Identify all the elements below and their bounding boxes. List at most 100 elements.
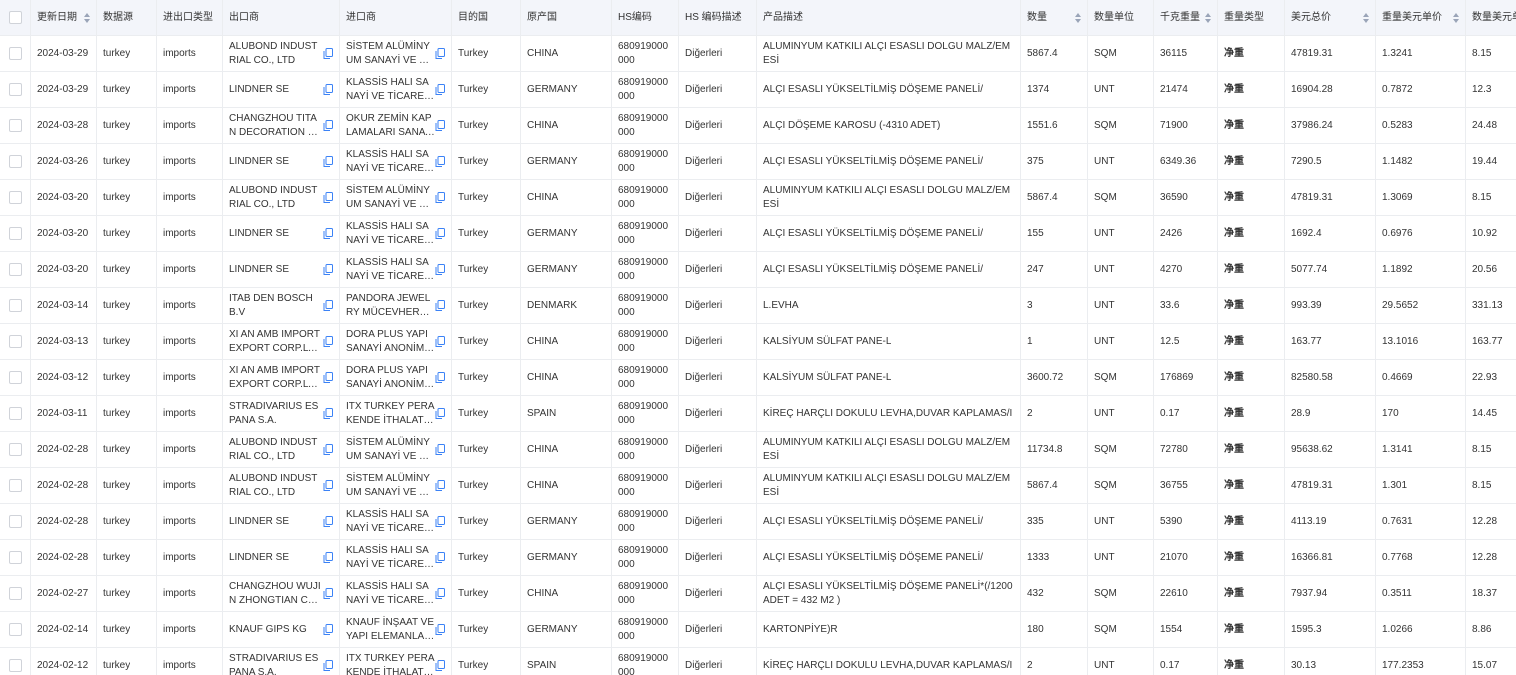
checkbox[interactable] [8, 11, 22, 24]
copy-icon[interactable] [323, 84, 333, 95]
weight-kg-cell: 0.17 [1154, 648, 1218, 675]
copy-icon[interactable] [435, 336, 445, 347]
copy-icon[interactable] [323, 264, 333, 275]
copy-icon[interactable] [435, 624, 445, 635]
quantity-unit-cell: SQM [1088, 468, 1154, 503]
copy-icon[interactable] [435, 264, 445, 275]
checkbox[interactable] [8, 299, 22, 312]
sort-icon[interactable] [84, 12, 90, 23]
origin-cell: GERMANY [521, 504, 612, 539]
copy-icon[interactable] [435, 408, 445, 419]
exporter: LINDNER SE [229, 83, 290, 95]
copy-icon[interactable] [435, 588, 445, 599]
checkbox[interactable] [8, 587, 22, 600]
weight-kg: 71900 [1160, 119, 1188, 131]
trade-type-cell: imports [157, 648, 223, 675]
header-cell: 数量美元单价 [1466, 0, 1516, 35]
copy-icon[interactable] [323, 156, 333, 167]
importer: KLASSİS HALI SANAYİ VE TİCARET ANONİM [346, 256, 430, 282]
copy-icon[interactable] [323, 300, 333, 311]
usd-total-cell: 95638.62 [1285, 432, 1376, 467]
weight-unit-price-cell: 1.3141 [1376, 432, 1466, 467]
copy-icon[interactable] [323, 516, 333, 527]
weight-kg-cell: 36115 [1154, 36, 1218, 71]
copy-icon[interactable] [323, 480, 333, 491]
product-desc-cell: ALÇI ESASLI YÜKSELTİLMİŞ DÖŞEME PANELİ/ [757, 252, 1021, 287]
checkbox[interactable] [8, 191, 22, 204]
sort-icon[interactable] [1363, 12, 1369, 23]
checkbox[interactable] [8, 479, 22, 492]
copy-icon[interactable] [435, 48, 445, 59]
copy-icon[interactable] [435, 156, 445, 167]
copy-icon[interactable] [323, 336, 333, 347]
header-cell[interactable]: 更新日期 [31, 0, 97, 35]
copy-icon[interactable] [323, 228, 333, 239]
copy-icon[interactable] [435, 228, 445, 239]
copy-icon[interactable] [435, 480, 445, 491]
product-desc-cell: KİREÇ HARÇLI DOKULU LEVHA,DUVAR KAPLAMAS… [757, 396, 1021, 431]
copy-icon[interactable] [323, 660, 333, 671]
checkbox[interactable] [8, 47, 22, 60]
copy-icon[interactable] [323, 120, 333, 131]
checkbox[interactable] [8, 155, 22, 168]
source-cell: turkey [97, 540, 157, 575]
date-cell: 2024-02-28 [31, 504, 97, 539]
destination: Turkey [458, 443, 489, 455]
copy-icon[interactable] [435, 84, 445, 95]
checkbox[interactable] [8, 443, 22, 456]
checkbox[interactable] [8, 623, 22, 636]
copy-icon[interactable] [323, 408, 333, 419]
checkbox-cell [0, 360, 31, 395]
header-cell[interactable]: 数量 [1021, 0, 1088, 35]
checkbox[interactable] [8, 263, 22, 276]
usd-total: 47819.31 [1291, 47, 1333, 59]
usd-total-cell: 7937.94 [1285, 576, 1376, 611]
checkbox[interactable] [8, 227, 22, 240]
source-cell: turkey [97, 612, 157, 647]
header-cell[interactable]: 重量美元单价 [1376, 0, 1466, 35]
sort-icon[interactable] [1205, 12, 1211, 23]
header-cell[interactable]: 千克重量 [1154, 0, 1218, 35]
copy-icon[interactable] [323, 588, 333, 599]
weight-kg: 2426 [1160, 227, 1183, 239]
copy-icon[interactable] [323, 552, 333, 563]
copy-icon[interactable] [323, 624, 333, 635]
sort-icon[interactable] [1453, 12, 1459, 23]
hs-code-cell: 680919000000 [612, 252, 679, 287]
origin: CHINA [527, 47, 559, 59]
weight-type: 净重 [1224, 659, 1244, 671]
hs-desc: Diğerleri [685, 551, 723, 563]
copy-icon[interactable] [323, 48, 333, 59]
weight-type-cell: 净重 [1218, 612, 1285, 647]
copy-icon[interactable] [323, 372, 333, 383]
date: 2024-02-12 [37, 659, 89, 671]
copy-icon[interactable] [435, 300, 445, 311]
checkbox[interactable] [8, 551, 22, 564]
copy-icon[interactable] [435, 552, 445, 563]
checkbox[interactable] [8, 371, 22, 384]
origin-cell: SPAIN [521, 648, 612, 675]
copy-icon[interactable] [435, 120, 445, 131]
header-cell[interactable]: 美元总价 [1285, 0, 1376, 35]
checkbox[interactable] [8, 83, 22, 96]
quantity: 155 [1027, 227, 1044, 239]
hs-code: 680919000000 [618, 472, 669, 498]
copy-icon[interactable] [435, 444, 445, 455]
checkbox[interactable] [8, 119, 22, 132]
sort-icon[interactable] [1075, 12, 1081, 23]
copy-icon[interactable] [435, 516, 445, 527]
copy-icon[interactable] [323, 444, 333, 455]
importer-cell: KNAUF İNŞAAT VE YAPI ELEMANLARI SANA [340, 612, 452, 647]
copy-icon[interactable] [323, 192, 333, 203]
date: 2024-02-27 [37, 587, 89, 599]
copy-icon[interactable] [435, 372, 445, 383]
weight-kg: 21070 [1160, 551, 1188, 563]
copy-icon[interactable] [435, 192, 445, 203]
qty-unit-price-cell: 18.37 [1466, 576, 1516, 611]
checkbox[interactable] [8, 407, 22, 420]
copy-icon[interactable] [435, 660, 445, 671]
checkbox[interactable] [8, 515, 22, 528]
checkbox[interactable] [8, 335, 22, 348]
checkbox[interactable] [8, 659, 22, 672]
date-cell: 2024-02-12 [31, 648, 97, 675]
